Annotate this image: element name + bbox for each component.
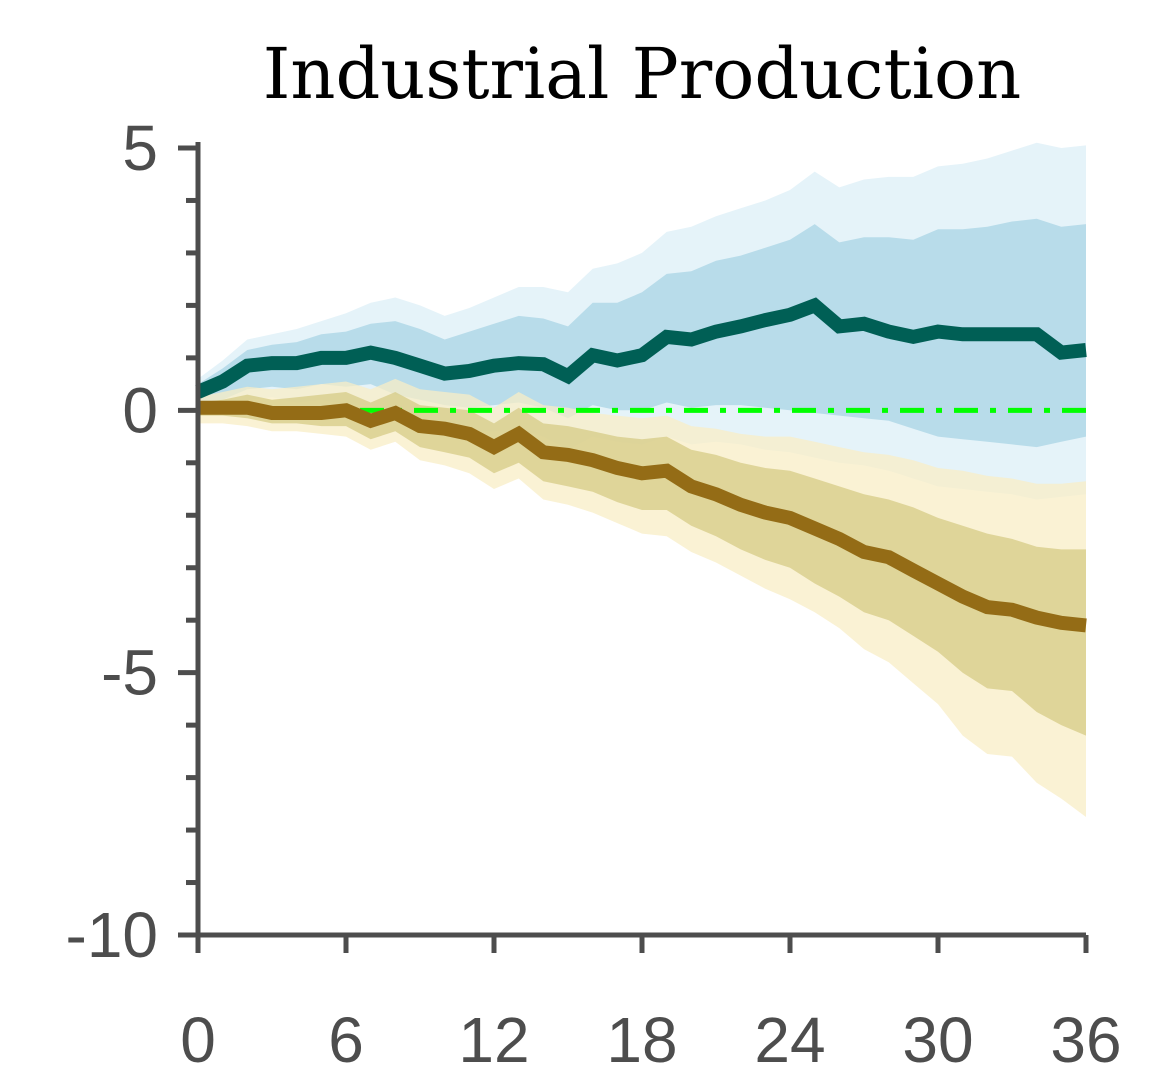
x-tick-label: 0 <box>180 1004 216 1072</box>
series-lines <box>195 297 1087 633</box>
x-tick-label: 30 <box>902 1004 973 1072</box>
y-tick-label: 5 <box>122 112 158 184</box>
chart-title: Industrial Production <box>263 33 1021 115</box>
y-tick-label: 0 <box>122 374 158 446</box>
series-2-outer-band <box>198 378 1086 817</box>
x-tick-label: 36 <box>1050 1004 1121 1072</box>
x-tick-label: 12 <box>458 1004 529 1072</box>
x-tick-label: 6 <box>328 1004 364 1072</box>
y-tick-label: -5 <box>101 637 158 709</box>
axes: 5 0 -5 -10 0 6 12 18 24 30 36 <box>66 112 1122 1072</box>
series-2-line <box>198 400 1087 633</box>
series-1-line <box>195 297 1087 399</box>
x-tick-label: 24 <box>754 1004 825 1072</box>
x-tick-label: 18 <box>606 1004 677 1072</box>
y-tick-label: -10 <box>66 899 159 971</box>
